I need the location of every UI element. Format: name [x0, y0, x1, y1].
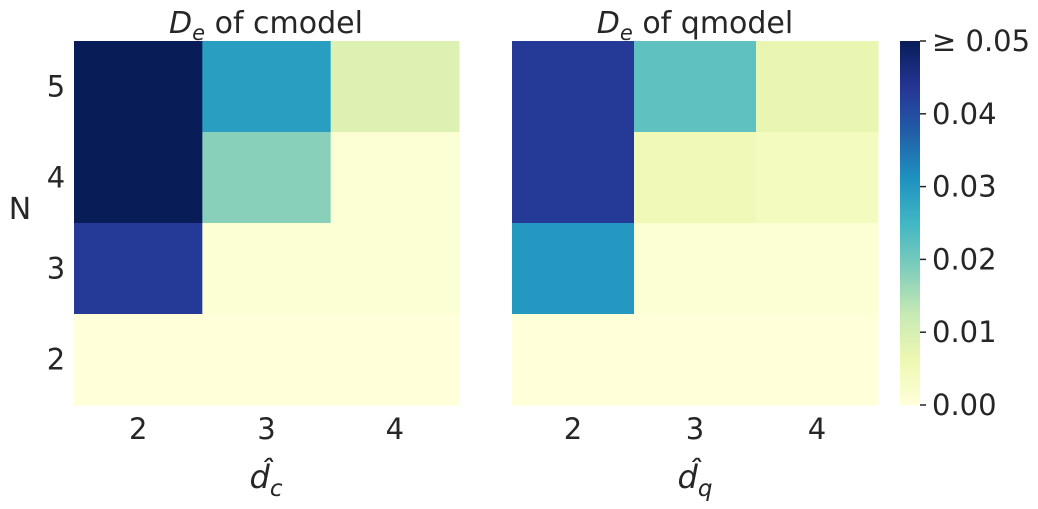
- chart-title-cmodel: De of cmodel: [169, 6, 363, 45]
- heatmap-cell: [74, 314, 203, 406]
- x-tick-label: 3: [257, 412, 275, 446]
- x-axis-label-cmodel: d̂c: [250, 458, 283, 502]
- y-tick-label: 2: [47, 343, 65, 377]
- x-tick-label: 2: [129, 412, 147, 446]
- heatmap-cell: [756, 41, 879, 133]
- heatmap-cell: [634, 314, 757, 406]
- x-axis-label-qmodel: d̂q: [678, 458, 713, 502]
- chart-title-qmodel: De of qmodel: [597, 6, 793, 45]
- heatmap-cell: [202, 223, 332, 315]
- colorbar-tick-label: ≥ 0.05: [932, 24, 1030, 58]
- colorbar-tick-label: 0.00: [932, 388, 997, 422]
- heatmap-cell: [330, 314, 460, 406]
- y-tick-label: 5: [47, 70, 65, 104]
- x-tick-label: 4: [808, 412, 826, 446]
- heatmap-cells-cmodel: [74, 41, 460, 406]
- heatmap-cell: [74, 223, 203, 315]
- y-axis-label: N: [9, 192, 31, 227]
- heatmap-cell: [512, 223, 635, 315]
- heatmap-cell: [634, 223, 757, 315]
- y-tick-labels: 5 4 3 2: [47, 70, 65, 377]
- heatmap-cell: [512, 41, 635, 133]
- colorbar-tick-label: 0.03: [932, 170, 997, 204]
- heatmap-cell: [74, 41, 203, 133]
- colorbar: 0.00 0.01 0.02 0.03 0.04 ≥ 0.05: [900, 24, 1030, 422]
- heatmap-cell: [634, 132, 757, 224]
- colorbar-ticks: 0.00 0.01 0.02 0.03 0.04 ≥ 0.05: [920, 24, 1030, 422]
- heatmap-cell: [330, 223, 460, 315]
- colorbar-tick-label: 0.02: [932, 242, 997, 276]
- x-tick-label: 2: [564, 412, 582, 446]
- x-tick-label: 3: [686, 412, 704, 446]
- heatmap-cell: [202, 314, 332, 406]
- heatmap-cell: [512, 132, 635, 224]
- heatmap-cell: [74, 132, 203, 224]
- heatmap-panel-cmodel: De of cmodel 2 3 4 5 4 3 2 d̂c N: [9, 6, 460, 502]
- heatmap-cell: [634, 41, 757, 133]
- x-tick-label: 4: [386, 412, 404, 446]
- colorbar-tick-label: 0.04: [932, 97, 997, 131]
- colorbar-tick-label: 0.01: [932, 315, 997, 349]
- x-tick-labels-qmodel: 2 3 4: [564, 412, 826, 446]
- heatmap-cell: [756, 223, 879, 315]
- x-tick-labels-cmodel: 2 3 4: [129, 412, 404, 446]
- heatmap-cell: [512, 314, 635, 406]
- heatmap-cell: [756, 132, 879, 224]
- colorbar-gradient: [900, 41, 920, 405]
- heatmap-cell: [202, 41, 332, 133]
- heatmap-cells-qmodel: [512, 41, 879, 406]
- heatmap-cell: [330, 132, 460, 224]
- heatmap-cell: [330, 41, 460, 133]
- y-tick-label: 3: [47, 252, 65, 286]
- heatmap-cell: [202, 132, 332, 224]
- heatmap-panel-qmodel: De of qmodel 2 3 4 d̂q: [512, 6, 879, 502]
- heatmap-cell: [756, 314, 879, 406]
- y-tick-label: 4: [47, 161, 65, 195]
